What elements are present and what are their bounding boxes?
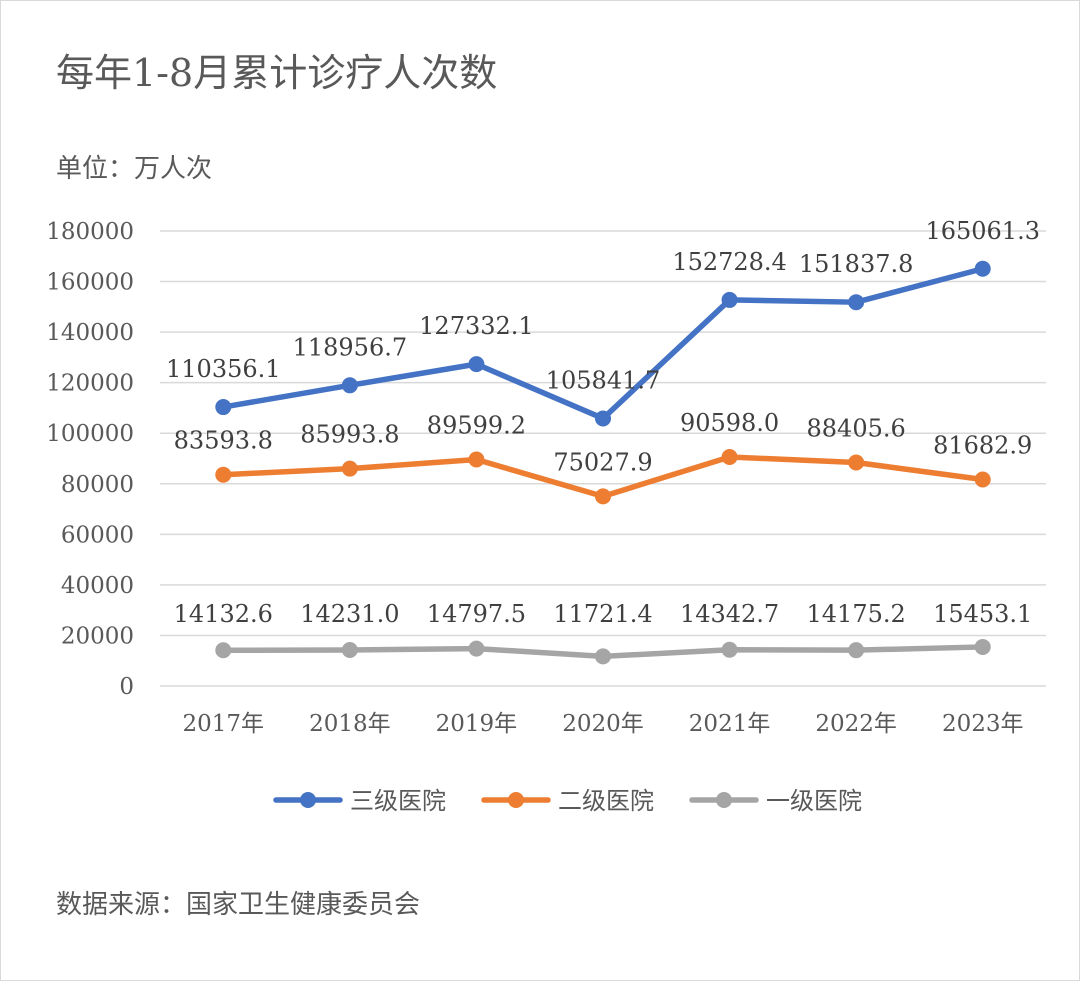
data-point	[595, 648, 611, 665]
y-tick-label: 40000	[61, 573, 134, 599]
data-point	[974, 638, 991, 655]
y-tick-label: 180000	[46, 219, 134, 245]
y-tick-label: 20000	[61, 623, 134, 649]
chart-title: 每年1-8月累计诊疗人次数	[56, 51, 498, 95]
data-label: 90598.0	[680, 409, 779, 437]
data-label: 14342.7	[680, 600, 779, 628]
data-point	[341, 642, 358, 659]
data-label: 75027.9	[553, 448, 652, 476]
y-axis: 0 20000 40000 60000 80000 100000 120000 140000 1…	[46, 219, 134, 700]
data-point	[468, 640, 485, 657]
data-label: 11721.4	[553, 600, 652, 628]
data-point	[721, 448, 738, 465]
data-point	[848, 454, 865, 471]
data-point	[341, 377, 358, 394]
series-3: 14132.6 14231.0 14797.5 11721.4 14342.7 14175…	[174, 600, 1032, 665]
data-point	[974, 260, 991, 277]
data-point	[848, 294, 865, 311]
data-point	[468, 356, 485, 373]
series-1: 110356.1 118956.7 127332.1 105841.7 152728.4…	[166, 217, 1040, 427]
legend-label: 三级医院	[350, 787, 446, 815]
data-label: 81682.9	[933, 432, 1032, 460]
data-label: 165061.3	[925, 217, 1040, 245]
data-point	[721, 291, 738, 308]
y-tick-label: 120000	[46, 371, 134, 397]
source-label: 数据来源：国家卫生健康委员会	[56, 890, 421, 920]
x-tick-label: 2018年	[309, 711, 391, 737]
data-label: 14132.6	[174, 600, 273, 628]
x-tick-label: 2017年	[183, 711, 265, 737]
data-point	[215, 642, 232, 659]
data-label: 152728.4	[672, 248, 787, 276]
legend-marker	[716, 792, 732, 808]
data-label: 127332.1	[419, 312, 534, 340]
data-point	[974, 471, 991, 488]
x-tick-label: 2022年	[815, 711, 897, 737]
data-label: 89599.2	[427, 412, 526, 440]
data-label: 151837.8	[799, 250, 914, 278]
data-point	[848, 642, 865, 659]
data-point	[595, 488, 611, 505]
data-label: 88405.6	[807, 415, 906, 443]
legend: 三级医院 二级医院 一级医院	[273, 787, 862, 815]
data-label: 85993.8	[300, 421, 399, 449]
legend-marker	[300, 792, 316, 808]
y-tick-label: 140000	[46, 320, 134, 346]
legend-label: 一级医院	[766, 787, 862, 815]
data-label: 83593.8	[174, 427, 273, 455]
series-2: 83593.8 85993.8 89599.2 75027.9 90598.0 88405…	[174, 409, 1032, 505]
x-tick-label: 2020年	[562, 711, 644, 737]
x-tick-label: 2021年	[689, 711, 771, 737]
data-label: 118956.7	[293, 333, 408, 361]
data-point	[215, 399, 232, 416]
data-point	[468, 451, 485, 468]
data-point	[215, 466, 232, 483]
x-tick-label: 2023年	[942, 711, 1024, 737]
y-tick-label: 60000	[61, 522, 134, 548]
y-tick-label: 100000	[46, 421, 134, 447]
data-label: 15453.1	[933, 600, 1032, 628]
data-label: 14797.5	[427, 600, 526, 628]
data-label: 14231.0	[300, 600, 399, 628]
legend-item: 二级医院	[481, 787, 654, 815]
data-point	[721, 641, 738, 658]
legend-label: 二级医院	[558, 787, 654, 815]
legend-item: 一级医院	[689, 787, 862, 815]
x-tick-label: 2019年	[436, 711, 518, 737]
x-axis: 2017年 2018年 2019年 2020年 2021年 2022年 2023年	[183, 711, 1024, 737]
legend-item: 三级医院	[273, 787, 446, 815]
gridlines	[160, 230, 1046, 687]
unit-label: 单位：万人次	[56, 154, 213, 184]
data-label: 110356.1	[166, 355, 281, 383]
data-point	[595, 410, 611, 427]
y-tick-label: 160000	[46, 270, 134, 296]
y-tick-label: 80000	[61, 472, 134, 498]
data-point	[341, 460, 358, 477]
y-tick-label: 0	[119, 674, 134, 700]
data-label: 14175.2	[807, 600, 906, 628]
legend-marker	[508, 792, 524, 808]
data-label: 105841.7	[546, 366, 661, 394]
